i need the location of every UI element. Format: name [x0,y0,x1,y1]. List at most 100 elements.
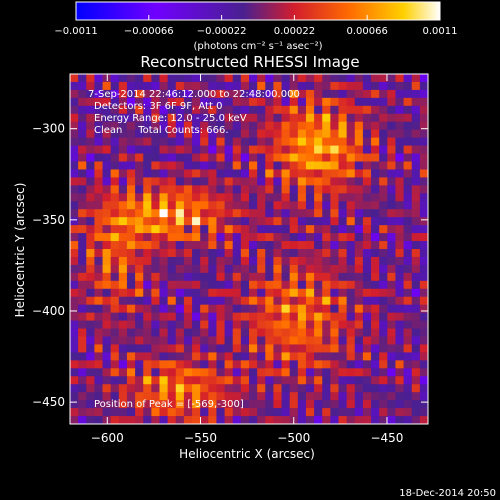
heatmap-cell [362,161,372,171]
heatmap-cell [86,256,96,266]
heatmap-cell [273,280,283,290]
heatmap-cell [232,400,242,409]
heatmap-cell [151,225,161,234]
heatmap-cell [289,105,299,115]
heatmap-cell [110,169,120,178]
heatmap-cell [208,328,218,338]
heatmap-cell [314,272,323,282]
heatmap-cell [289,312,299,322]
y-tick-label: −400 [32,304,65,318]
heatmap-cell [216,169,226,178]
heatmap-cell [118,201,128,210]
heatmap-cell [143,264,152,274]
heatmap-cell [273,344,283,353]
heatmap-cell [94,201,104,210]
heatmap-cell [224,392,234,401]
heatmap-cell [273,320,283,330]
heatmap-cell [346,416,356,424]
heatmap-cell [159,161,169,171]
heatmap-cell [126,368,136,377]
heatmap-cell [232,74,242,83]
heatmap-cell [362,177,372,186]
heatmap-cell [102,225,112,234]
heatmap-cell [362,336,372,346]
heatmap-cell [346,304,356,314]
heatmap-cell [192,233,201,242]
timestamp: 18-Dec-2014 20:50 [399,488,496,499]
heatmap-cell [411,89,421,99]
heatmap-cell [143,209,152,218]
heatmap-cell [110,360,120,369]
heatmap-cell [118,113,128,123]
heatmap-cell [403,161,413,171]
heatmap-cell [411,177,421,186]
heatmap-cell [94,145,104,155]
heatmap-cell [143,312,152,322]
heatmap-cell [322,256,331,266]
heatmap-cell [403,241,413,250]
heatmap-cell [257,209,266,218]
heatmap-cell [167,320,177,330]
heatmap-cell [419,217,428,226]
heatmap-cell [249,89,258,99]
heatmap-cell [338,129,348,139]
heatmap-cell [371,217,380,226]
heatmap-cell [143,169,152,178]
heatmap-cell [419,408,428,417]
heatmap-cell [297,113,307,123]
heatmap-cell [387,113,397,123]
heatmap-cell [159,121,169,131]
heatmap-cell [411,384,421,393]
heatmap-cell [151,185,161,194]
heatmap-cell [371,256,380,266]
heatmap-cell [387,344,397,353]
heatmap-cell [387,97,397,107]
heatmap-cell [232,376,242,385]
heatmap-cell [192,97,201,107]
heatmap-cell [126,376,136,385]
heatmap-cell [314,177,323,186]
heatmap-cell [192,74,201,83]
heatmap-cell [387,312,397,322]
heatmap-cell [371,328,380,338]
heatmap-cell [110,185,120,194]
heatmap-cell [395,304,405,314]
heatmap-cell [110,233,120,242]
heatmap-cell [78,153,87,163]
heatmap-cell [330,392,340,401]
heatmap-cell [240,392,250,401]
heatmap-cell [314,336,323,346]
heatmap-cell [338,264,348,274]
heatmap-cell [305,272,315,282]
heatmap-cell [208,296,218,306]
heatmap-cell [322,145,331,155]
heatmap-cell [232,153,242,163]
heatmap-cell [70,312,79,322]
heatmap-cell [200,288,209,298]
heatmap-cell [387,368,397,377]
plot-frame [69,73,429,425]
heatmap-cell [322,400,331,409]
x-tick-label: −600 [91,431,124,445]
heatmap-cell [118,400,128,409]
heatmap-cell [240,328,250,338]
heatmap-cell [118,74,128,83]
heatmap-cell [297,185,307,194]
heatmap-cell [200,400,209,409]
heatmap-cell [183,304,193,314]
heatmap-cell [305,249,315,258]
heatmap-cell [208,280,218,290]
heatmap-cell [379,328,388,338]
heatmap-cell [346,161,356,171]
heatmap-cell [346,121,356,131]
heatmap-cell [208,233,218,242]
heatmap-cell [379,177,388,186]
heatmap-cell [371,161,380,171]
heatmap-cell [387,376,397,385]
heatmap-cell [379,416,388,424]
heatmap-cell [126,320,136,330]
heatmap-cell [78,145,87,155]
heatmap-cell [175,400,185,409]
heatmap-cell [346,352,356,361]
heatmap-cell [354,105,364,115]
